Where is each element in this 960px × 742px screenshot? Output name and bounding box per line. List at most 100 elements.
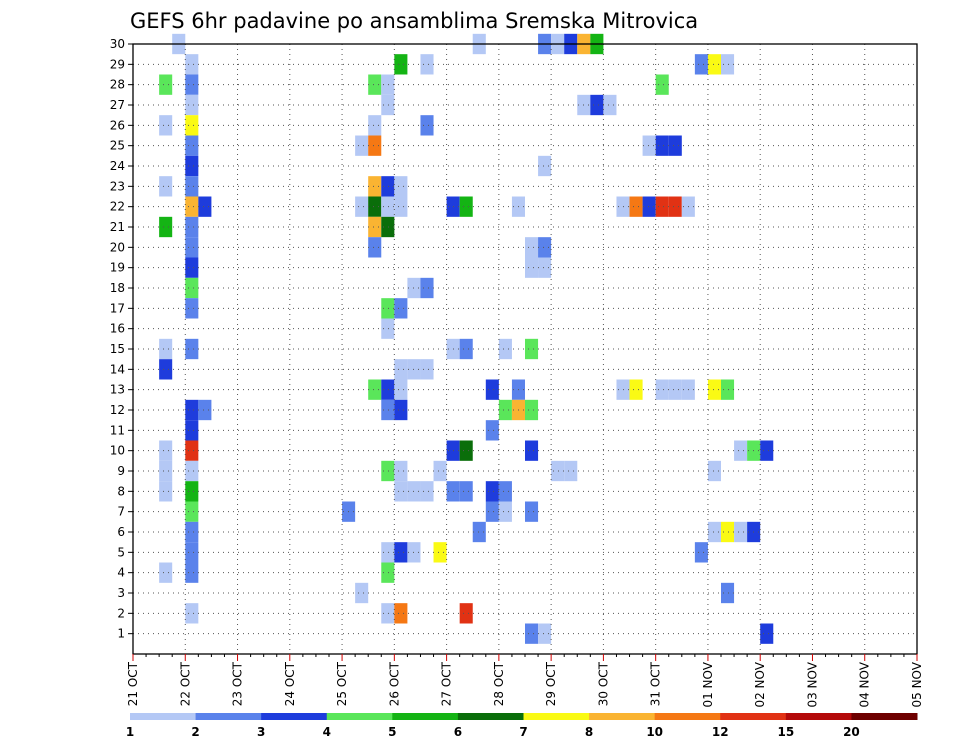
heatmap-cell xyxy=(459,440,473,461)
heatmap-cell xyxy=(185,257,199,278)
heatmap-cell xyxy=(368,176,382,197)
heatmap-cell xyxy=(185,74,199,95)
y-tick-label: 24 xyxy=(110,159,125,173)
heatmap-cell xyxy=(485,481,499,502)
legend-label: 7 xyxy=(519,725,527,739)
y-tick-label: 13 xyxy=(110,383,125,397)
heatmap-cell xyxy=(185,501,199,522)
heatmap-cell xyxy=(185,399,199,421)
heatmap-cell xyxy=(498,481,512,502)
y-tick-label: 23 xyxy=(110,179,125,193)
heatmap-cell xyxy=(721,521,735,543)
y-tick-label: 14 xyxy=(110,362,125,376)
y-tick-label: 18 xyxy=(110,281,125,295)
heatmap-cell xyxy=(525,440,539,461)
heatmap-cell xyxy=(381,176,395,197)
legend-swatch xyxy=(392,713,459,720)
heatmap-cell xyxy=(459,196,473,217)
heatmap-cell xyxy=(760,623,774,644)
heatmap-cell xyxy=(185,521,199,543)
x-tick-label: 25 OCT xyxy=(335,661,349,706)
heatmap-cell xyxy=(642,196,656,217)
heatmap-cell xyxy=(368,74,382,95)
heatmap-cell xyxy=(185,94,199,116)
heatmap-cell xyxy=(394,379,408,400)
heatmap-cell xyxy=(159,74,173,95)
x-axis: 21 OCT 22 OCT 23 OCT 24 OCT 25 OCT 26 OCT 27 O… xyxy=(126,654,924,708)
heatmap-cell xyxy=(394,54,408,75)
legend-label: 8 xyxy=(585,725,593,739)
heatmap-cell xyxy=(185,542,199,563)
heatmap-cell xyxy=(394,359,408,380)
heatmap-cell xyxy=(629,196,643,217)
heatmap-cell xyxy=(603,94,617,116)
heatmap-cell xyxy=(420,359,434,380)
heatmap-cell xyxy=(642,135,656,156)
x-tick-label: 24 OCT xyxy=(283,661,297,706)
y-tick-label: 17 xyxy=(110,301,125,315)
heatmap-cell xyxy=(394,481,408,502)
y-tick-label: 4 xyxy=(117,566,125,580)
heatmap-cell xyxy=(485,379,499,400)
heatmap-cell xyxy=(498,501,512,522)
heatmap-cells xyxy=(159,33,774,644)
y-tick-label: 5 xyxy=(117,545,125,559)
heatmap-cell xyxy=(381,562,395,583)
heatmap-cell xyxy=(185,298,199,319)
heatmap-cell xyxy=(420,277,434,299)
legend-swatch xyxy=(654,713,721,720)
heatmap-cell xyxy=(381,298,395,319)
x-tick-label: 01 NOV xyxy=(701,661,715,707)
heatmap-cell xyxy=(538,237,552,258)
heatmap-cell xyxy=(498,338,512,360)
y-tick-label: 27 xyxy=(110,98,125,112)
heatmap-cell xyxy=(381,318,395,339)
heatmap-cell xyxy=(355,582,369,604)
x-tick-label: 02 NOV xyxy=(753,661,767,707)
heatmap-cell xyxy=(368,237,382,258)
legend-swatch xyxy=(720,713,787,720)
heatmap-cell xyxy=(433,542,447,563)
heatmap-cell xyxy=(159,562,173,583)
heatmap-cell xyxy=(538,155,552,177)
legend-label: 2 xyxy=(191,725,199,739)
legend-label: 20 xyxy=(843,725,860,739)
heatmap-cell xyxy=(485,501,499,522)
heatmap-cell xyxy=(525,237,539,258)
legend-swatch xyxy=(130,713,197,720)
legend-label: 1 xyxy=(126,725,134,739)
heatmap-cell xyxy=(485,420,499,441)
chart-title: GEFS 6hr padavine po ansamblima Sremska … xyxy=(130,9,698,33)
x-tick-label: 22 OCT xyxy=(178,661,192,706)
heatmap-cell xyxy=(185,115,199,136)
x-tick-label: 03 NOV xyxy=(805,661,819,707)
x-tick-label: 26 OCT xyxy=(387,661,401,706)
heatmap-cell xyxy=(420,481,434,502)
y-tick-label: 7 xyxy=(117,505,125,519)
heatmap-cell xyxy=(525,257,539,278)
legend-label: 12 xyxy=(712,725,729,739)
y-tick-label: 1 xyxy=(117,627,125,641)
y-tick-label: 30 xyxy=(110,37,125,51)
legend-swatch xyxy=(589,713,656,720)
heatmap-cell xyxy=(381,379,395,400)
heatmap-cell xyxy=(355,135,369,156)
heatmap-cell xyxy=(394,399,408,421)
heatmap-cell xyxy=(590,94,604,116)
heatmap-cell xyxy=(707,460,721,482)
heatmap-cell xyxy=(420,54,434,75)
heatmap-cell xyxy=(760,440,774,461)
heatmap-cell xyxy=(394,298,408,319)
heatmap-cell xyxy=(368,196,382,217)
heatmap-cell xyxy=(185,176,199,197)
legend-swatch xyxy=(523,713,590,720)
heatmap-cell xyxy=(707,521,721,543)
heatmap-cell xyxy=(721,54,735,75)
heatmap-cell xyxy=(525,623,539,644)
heatmap-cell xyxy=(668,379,682,400)
heatmap-cell xyxy=(629,379,643,400)
heatmap-cell xyxy=(525,501,539,522)
heatmap-cell xyxy=(694,54,708,75)
heatmap-cell xyxy=(381,399,395,421)
heatmap-cell xyxy=(185,460,199,482)
